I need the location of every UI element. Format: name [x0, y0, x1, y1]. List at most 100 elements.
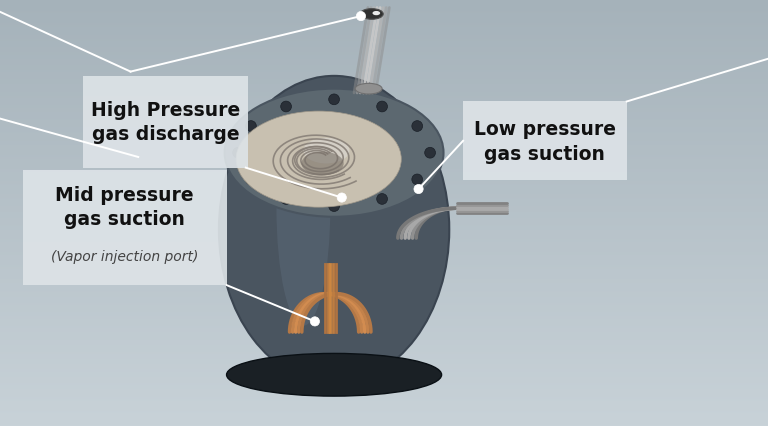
Bar [0, 311, 768, 312]
Text: High Pressure
gas discharge: High Pressure gas discharge [91, 101, 240, 144]
Bar [0, 243, 768, 245]
Bar [0, 341, 768, 342]
Ellipse shape [355, 84, 382, 95]
Bar [0, 324, 768, 325]
Bar [0, 233, 768, 234]
Bar [0, 414, 768, 415]
Bar [0, 79, 768, 80]
Bar [0, 230, 768, 231]
Ellipse shape [303, 138, 349, 164]
Bar [0, 344, 768, 345]
Bar [0, 250, 768, 251]
Bar [0, 198, 768, 199]
Bar [0, 321, 768, 322]
Bar [0, 119, 768, 120]
Bar [0, 224, 768, 225]
FancyBboxPatch shape [83, 77, 248, 168]
Bar [0, 166, 768, 167]
Bar [0, 346, 768, 347]
Bar [0, 29, 768, 30]
Bar [0, 205, 768, 207]
Circle shape [310, 317, 319, 326]
Bar [0, 23, 768, 24]
Bar [0, 272, 768, 273]
Bar [0, 354, 768, 355]
Bar [0, 283, 768, 284]
Bar [0, 187, 768, 189]
Bar [0, 380, 768, 381]
Bar [0, 169, 768, 170]
Bar [0, 319, 768, 320]
Bar [0, 35, 768, 36]
Bar [0, 71, 768, 72]
Bar [0, 127, 768, 128]
Bar [0, 208, 768, 210]
Bar [0, 374, 768, 375]
Bar [0, 282, 768, 283]
Bar [0, 154, 768, 155]
Bar [0, 112, 768, 113]
Bar [0, 302, 768, 303]
Bar [0, 378, 768, 379]
Bar [0, 384, 768, 385]
Bar [0, 420, 768, 421]
Bar [0, 20, 768, 21]
Bar [0, 53, 768, 54]
Circle shape [412, 121, 422, 132]
Bar [0, 411, 768, 412]
Bar [0, 365, 768, 366]
Bar [0, 164, 768, 166]
Bar [0, 117, 768, 118]
Bar [0, 152, 768, 153]
Bar [0, 337, 768, 338]
Bar [0, 320, 768, 321]
Bar [0, 402, 768, 403]
Bar [0, 305, 768, 306]
Bar [0, 339, 768, 340]
Bar [0, 146, 768, 147]
Bar [0, 80, 768, 81]
Bar [0, 27, 768, 28]
Bar [0, 390, 768, 391]
Bar [0, 18, 768, 19]
Bar [0, 139, 768, 140]
Bar [0, 155, 768, 157]
Bar [0, 141, 768, 142]
Bar [0, 64, 768, 65]
Bar [0, 26, 768, 27]
Bar [0, 153, 768, 154]
Bar [0, 24, 768, 25]
Bar [0, 275, 768, 276]
Text: Mid pressure
gas suction: Mid pressure gas suction [55, 186, 194, 229]
Bar [0, 34, 768, 35]
Bar [0, 102, 768, 103]
Bar [0, 413, 768, 414]
Bar [0, 361, 768, 362]
Bar [0, 39, 768, 40]
Bar [0, 95, 768, 96]
Bar [0, 308, 768, 309]
Bar [0, 364, 768, 365]
Bar [0, 288, 768, 289]
Bar [0, 57, 768, 58]
Bar [0, 358, 768, 359]
Bar [0, 5, 768, 6]
Bar [0, 381, 768, 382]
Bar [0, 83, 768, 84]
Bar [0, 81, 768, 82]
Bar [0, 318, 768, 319]
Bar [0, 176, 768, 177]
Bar [0, 254, 768, 256]
Bar [0, 397, 768, 398]
Bar [0, 148, 768, 149]
Bar [0, 285, 768, 286]
Bar [0, 274, 768, 275]
Bar [0, 332, 768, 333]
Bar [0, 299, 768, 300]
Bar [0, 256, 768, 257]
Bar [0, 369, 768, 370]
Bar [0, 163, 768, 164]
Bar [0, 175, 768, 176]
Bar [0, 125, 768, 126]
Bar [0, 40, 768, 41]
